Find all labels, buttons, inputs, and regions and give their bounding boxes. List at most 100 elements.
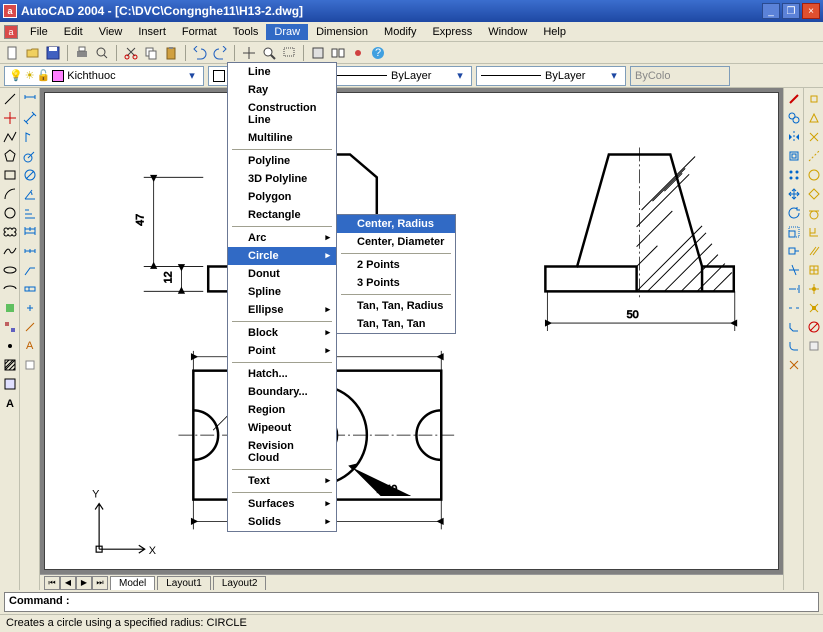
- menu-edit[interactable]: Edit: [56, 24, 91, 40]
- menu-express[interactable]: Express: [424, 24, 480, 40]
- arc-icon[interactable]: [1, 185, 19, 203]
- menu-item-ray[interactable]: Ray: [228, 81, 336, 99]
- trim-icon[interactable]: [785, 261, 803, 279]
- menu-item-hatch-[interactable]: Hatch...: [228, 365, 336, 383]
- snap-mid-icon[interactable]: [805, 109, 823, 127]
- menu-item-wipeout[interactable]: Wipeout: [228, 419, 336, 437]
- paste-icon[interactable]: [162, 44, 180, 62]
- zoom-icon[interactable]: [260, 44, 278, 62]
- layer-combo[interactable]: 💡 ☀ 🔓 Kichthuoc ▾: [4, 66, 204, 86]
- insert-icon[interactable]: [1, 299, 19, 317]
- qdim-icon[interactable]: [21, 204, 39, 222]
- circle-icon[interactable]: [1, 204, 19, 222]
- menu-item-block[interactable]: Block: [228, 324, 336, 342]
- dimtedit-icon[interactable]: A: [21, 337, 39, 355]
- copy-icon[interactable]: [142, 44, 160, 62]
- undo-icon[interactable]: [191, 44, 209, 62]
- offset-icon[interactable]: [785, 147, 803, 165]
- close-button[interactable]: ×: [802, 3, 820, 19]
- erase-icon[interactable]: [785, 90, 803, 108]
- line-icon[interactable]: [1, 90, 19, 108]
- dim-rad-icon[interactable]: [21, 147, 39, 165]
- stretch-icon[interactable]: [785, 242, 803, 260]
- tab-layout1[interactable]: Layout1: [157, 576, 211, 590]
- dimedit-icon[interactable]: [21, 318, 39, 336]
- snap-nea-icon[interactable]: [805, 299, 823, 317]
- command-line[interactable]: Command :: [4, 592, 819, 612]
- explode-icon[interactable]: [785, 356, 803, 374]
- dim-ord-icon[interactable]: [21, 128, 39, 146]
- menu-insert[interactable]: Insert: [130, 24, 174, 40]
- menu-window[interactable]: Window: [480, 24, 535, 40]
- menu-help[interactable]: Help: [535, 24, 574, 40]
- dim-aligned-icon[interactable]: [21, 109, 39, 127]
- snap-per-icon[interactable]: [805, 223, 823, 241]
- print-icon[interactable]: [73, 44, 91, 62]
- snap-par-icon[interactable]: [805, 242, 823, 260]
- dim-cont-icon[interactable]: [21, 242, 39, 260]
- break-icon[interactable]: [785, 299, 803, 317]
- pan-icon[interactable]: [240, 44, 258, 62]
- ellarc-icon[interactable]: [1, 280, 19, 298]
- block-icon[interactable]: [1, 318, 19, 336]
- dim-base-icon[interactable]: [21, 223, 39, 241]
- menu-item-polygon[interactable]: Polygon: [228, 188, 336, 206]
- tab-last-button[interactable]: ⏭: [92, 576, 108, 590]
- copy-obj-icon[interactable]: [785, 109, 803, 127]
- redo-icon[interactable]: [211, 44, 229, 62]
- tol-icon[interactable]: [21, 280, 39, 298]
- tab-next-button[interactable]: ▶: [76, 576, 92, 590]
- menu-dimension[interactable]: Dimension: [308, 24, 376, 40]
- menu-modify[interactable]: Modify: [376, 24, 424, 40]
- menu-view[interactable]: View: [91, 24, 131, 40]
- menu-item-3d-polyline[interactable]: 3D Polyline: [228, 170, 336, 188]
- menu-item-circle[interactable]: Circle: [228, 247, 336, 265]
- snap-ins-icon[interactable]: [805, 261, 823, 279]
- fillet-icon[interactable]: [785, 337, 803, 355]
- dimstyle-icon[interactable]: [21, 356, 39, 374]
- snap-int-icon[interactable]: [805, 128, 823, 146]
- tab-first-button[interactable]: ⏮: [44, 576, 60, 590]
- xline-icon[interactable]: [1, 109, 19, 127]
- move-icon[interactable]: [785, 185, 803, 203]
- snap-tan-icon[interactable]: [805, 204, 823, 222]
- dim-linear-icon[interactable]: [21, 90, 39, 108]
- save-icon[interactable]: [44, 44, 62, 62]
- hatch-icon[interactable]: [1, 356, 19, 374]
- tab-model[interactable]: Model: [110, 576, 155, 590]
- menu-item-text[interactable]: Text: [228, 472, 336, 490]
- menu-item-revision-cloud[interactable]: Revision Cloud: [228, 437, 336, 467]
- lineweight-combo[interactable]: ByLayer ▾: [476, 66, 626, 86]
- menu-item-2-points[interactable]: 2 Points: [337, 256, 455, 274]
- minimize-button[interactable]: _: [762, 3, 780, 19]
- extend-icon[interactable]: [785, 280, 803, 298]
- help-icon[interactable]: ?: [369, 44, 387, 62]
- menu-item-line[interactable]: Line: [228, 63, 336, 81]
- tab-layout2[interactable]: Layout2: [213, 576, 267, 590]
- snap-set-icon[interactable]: [805, 337, 823, 355]
- menu-item-center-radius[interactable]: Center, Radius: [337, 215, 455, 233]
- region-icon[interactable]: [1, 375, 19, 393]
- scale-icon[interactable]: [785, 223, 803, 241]
- tools-icon[interactable]: [349, 44, 367, 62]
- rotate-icon[interactable]: [785, 204, 803, 222]
- menu-draw[interactable]: Draw: [266, 24, 308, 40]
- menu-item-boundary-[interactable]: Boundary...: [228, 383, 336, 401]
- revcloud-icon[interactable]: [1, 223, 19, 241]
- rect-icon[interactable]: [1, 166, 19, 184]
- menu-item-spline[interactable]: Spline: [228, 283, 336, 301]
- menu-item-rectangle[interactable]: Rectangle: [228, 206, 336, 224]
- menu-item-construction-line[interactable]: Construction Line: [228, 99, 336, 129]
- cmark-icon[interactable]: [21, 299, 39, 317]
- maximize-button[interactable]: ❐: [782, 3, 800, 19]
- dim-dia-icon[interactable]: [21, 166, 39, 184]
- new-icon[interactable]: [4, 44, 22, 62]
- spline-icon[interactable]: [1, 242, 19, 260]
- menu-item-multiline[interactable]: Multiline: [228, 129, 336, 147]
- mtext-icon[interactable]: A: [1, 394, 19, 412]
- open-icon[interactable]: [24, 44, 42, 62]
- chamfer-icon[interactable]: [785, 318, 803, 336]
- zoomwin-icon[interactable]: [280, 44, 298, 62]
- menu-item-point[interactable]: Point: [228, 342, 336, 360]
- menu-item-3-points[interactable]: 3 Points: [337, 274, 455, 292]
